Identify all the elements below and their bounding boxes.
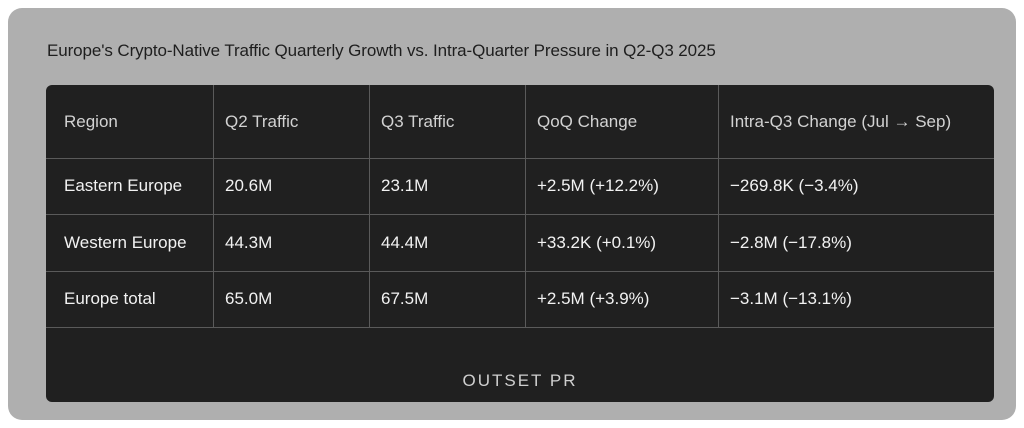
table-row: Europe total 65.0M 67.5M +2.5M (+3.9%) −… <box>46 271 994 328</box>
table-row: Western Europe 44.3M 44.4M +33.2K (+0.1%… <box>46 215 994 272</box>
chart-title: Europe's Crypto-Native Traffic Quarterly… <box>47 41 716 60</box>
brand-logo: OUTSET PR <box>462 371 578 390</box>
table-cell: Eastern Europe <box>64 176 183 195</box>
table-cell: −269.8K (−3.4%) <box>730 176 859 195</box>
column-divider <box>525 85 526 327</box>
column-divider <box>718 85 719 327</box>
table-cell: 44.3M <box>225 233 273 252</box>
table-cell: 20.6M <box>225 176 273 195</box>
column-divider <box>369 85 370 327</box>
column-header-q3-traffic: Q3 Traffic <box>381 111 455 131</box>
table-cell: 23.1M <box>381 176 429 195</box>
data-table: Region Q2 Traffic Q3 Traffic QoQ Change … <box>46 85 994 402</box>
table-cell: +2.5M (+12.2%) <box>537 176 659 195</box>
table-header-row: Region Q2 Traffic Q3 Traffic QoQ Change … <box>46 85 994 159</box>
column-header-intra-q3-change: Intra-Q3 Change (Jul → Sep) <box>730 111 952 131</box>
table-cell: +2.5M (+3.9%) <box>537 289 650 308</box>
table-cell: Western Europe <box>64 233 187 252</box>
table-row: Eastern Europe 20.6M 23.1M +2.5M (+12.2%… <box>46 158 994 215</box>
table-cell: 65.0M <box>225 289 273 308</box>
column-header-region: Region <box>64 111 118 131</box>
table-cell: −2.8M (−17.8%) <box>730 233 852 252</box>
table-cell: −3.1M (−13.1%) <box>730 289 852 308</box>
chart-card: Europe's Crypto-Native Traffic Quarterly… <box>8 8 1016 420</box>
column-header-q2-traffic: Q2 Traffic <box>225 111 299 131</box>
table-cell: 44.4M <box>381 233 429 252</box>
column-header-qoq-change: QoQ Change <box>537 111 638 131</box>
table-cell: Europe total <box>64 289 156 308</box>
table-cell: 67.5M <box>381 289 429 308</box>
column-divider <box>213 85 214 327</box>
table-cell: +33.2K (+0.1%) <box>537 233 657 252</box>
